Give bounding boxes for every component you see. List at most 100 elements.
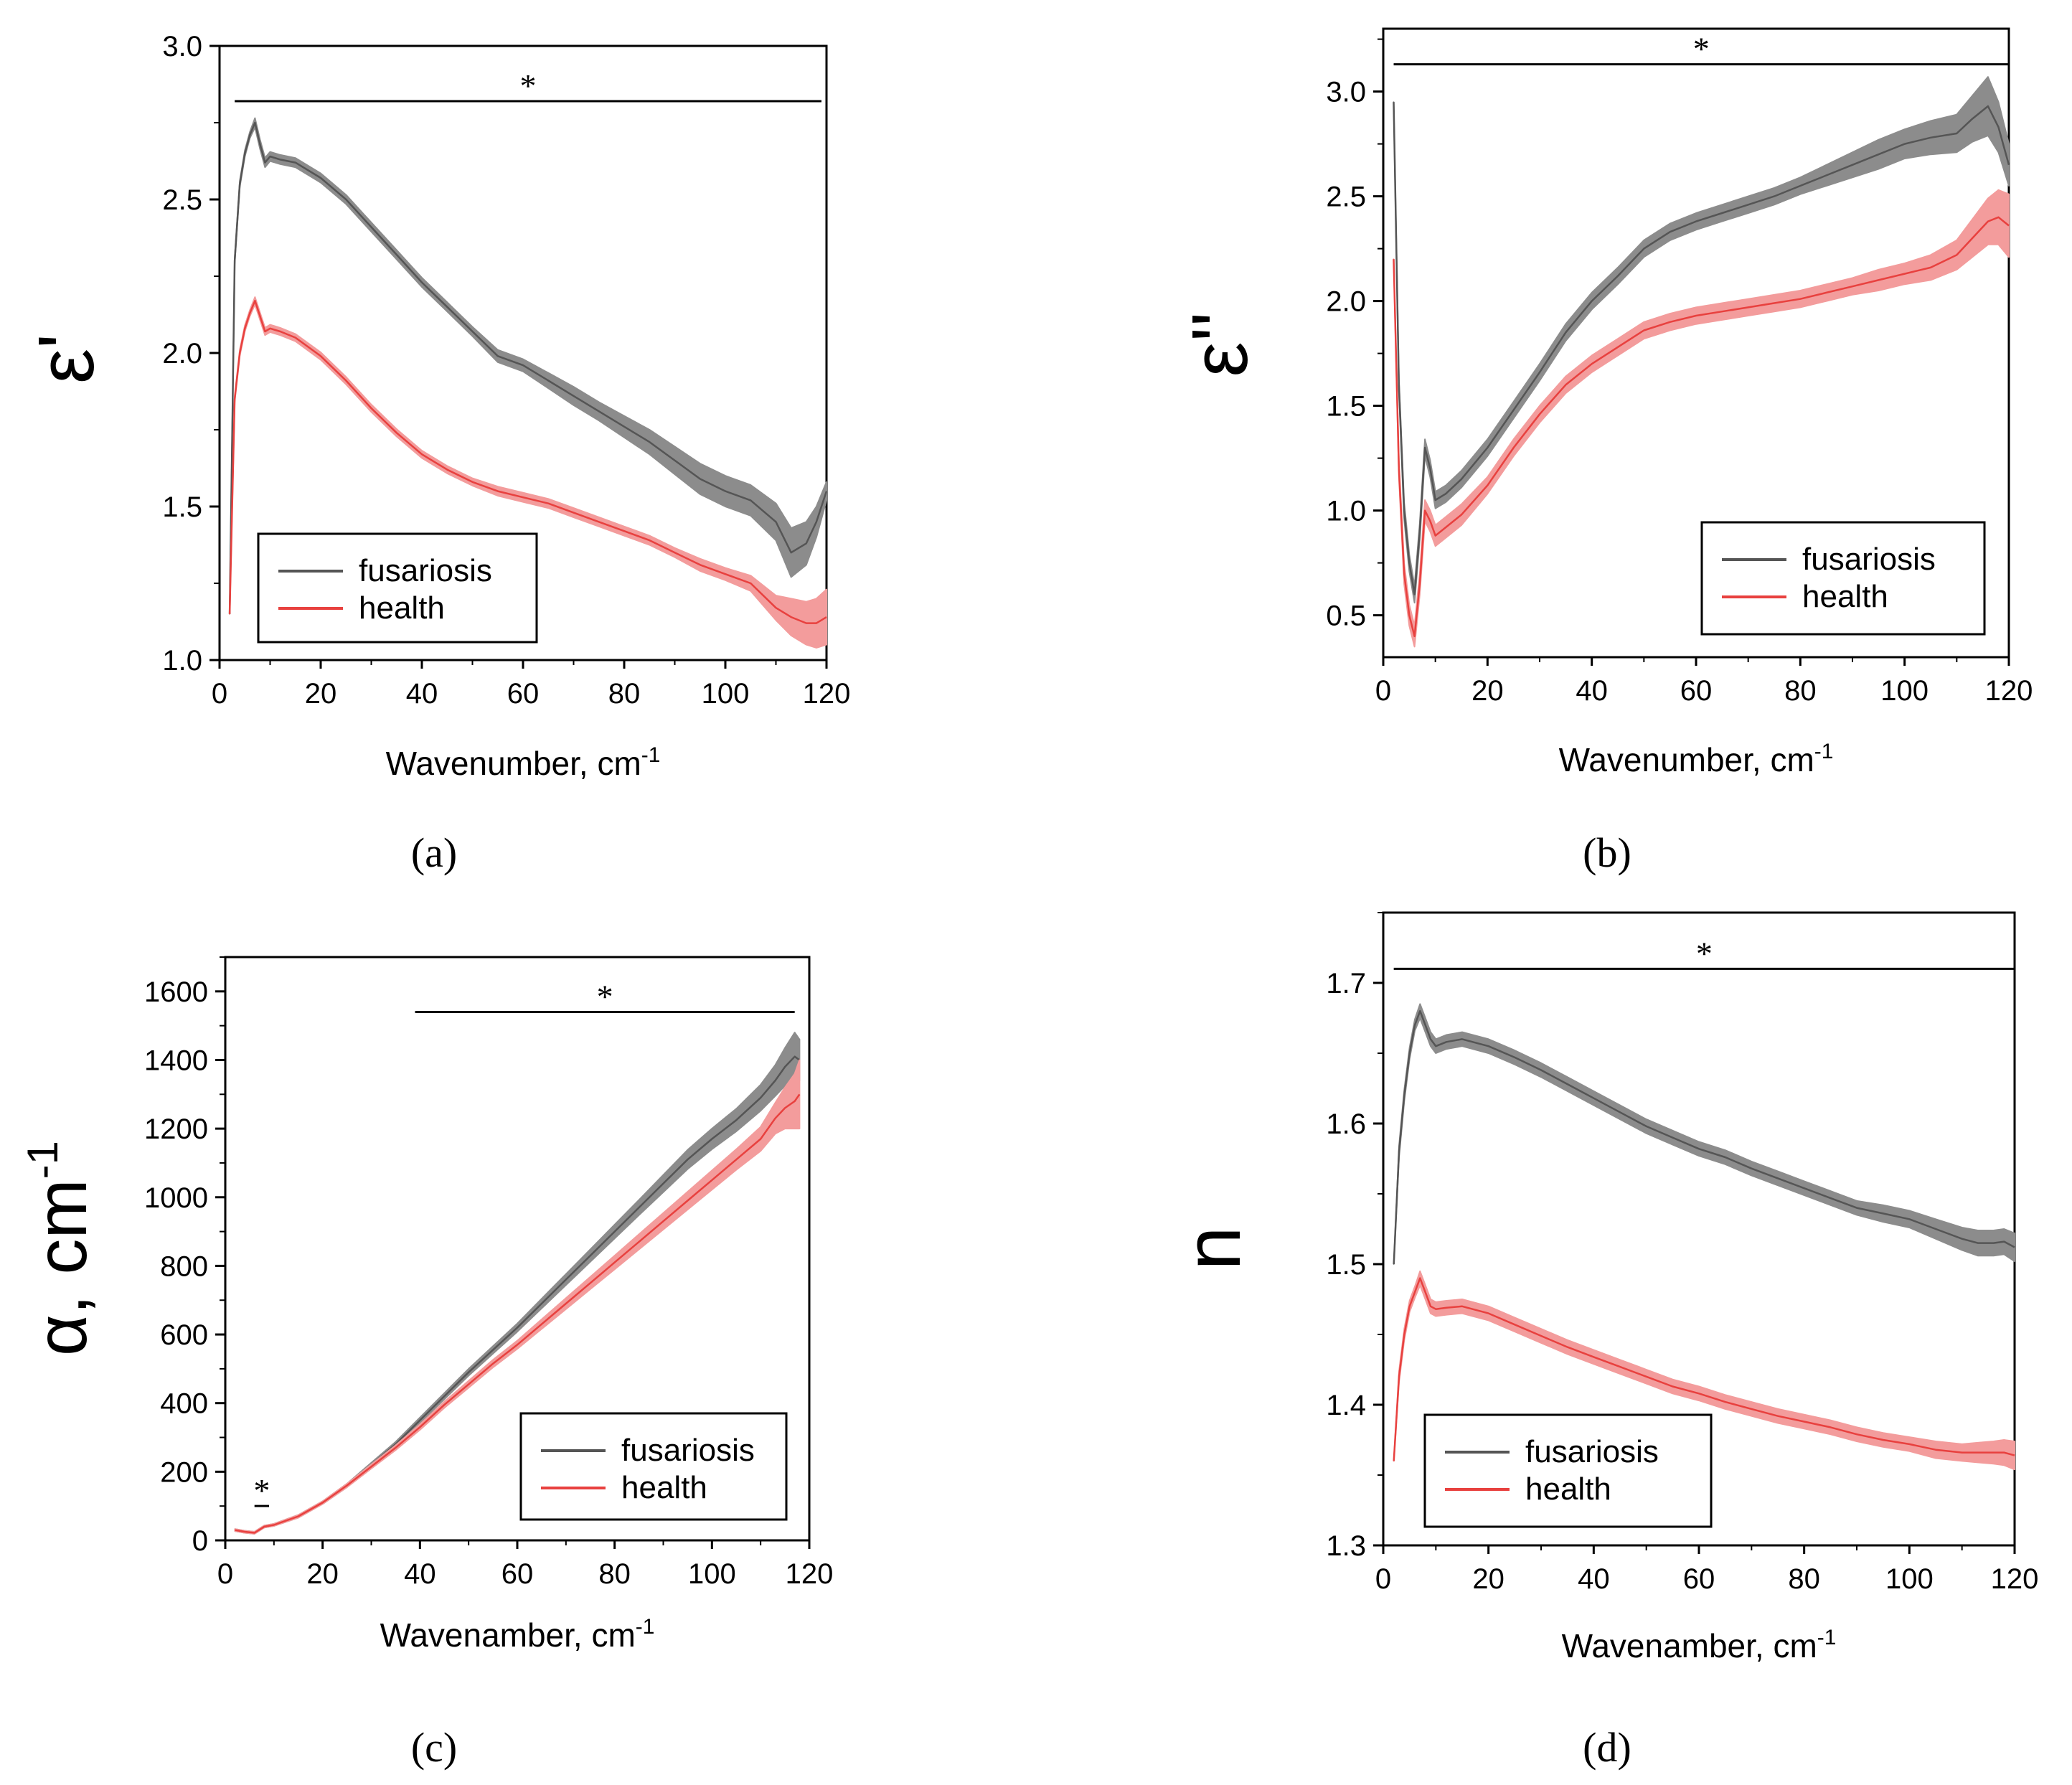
legend-box: [519, 1412, 788, 1521]
y-axis-label: ε': [22, 334, 110, 384]
x-axis-label-text: Wavenumber, cm: [386, 745, 641, 782]
y-tick-label: 1.4: [1326, 1390, 1366, 1421]
series-line-health: [1393, 1277, 2015, 1461]
legend-label-health: health: [359, 590, 445, 626]
y-tick-label: 1200: [144, 1113, 208, 1145]
legend-label-fusariosis: fusariosis: [1802, 542, 1936, 577]
significance-marker: *: [253, 1472, 270, 1509]
x-axis-label: Wavenamber, cm-1: [380, 1615, 655, 1654]
y-tick-label: 2.0: [1326, 286, 1366, 318]
series-band-fusariosis: [1393, 1003, 2015, 1265]
significance-marker: *: [520, 67, 537, 104]
chart-a: 0 20 40 60 80 100 120 1.0 1.5 2.0 2.5 3.0 * fusariosi…: [22, 31, 850, 876]
series-line-fusariosis: [228, 121, 828, 614]
x-tick-label: 100: [688, 1558, 736, 1590]
series-line-fusariosis: [1393, 1009, 2015, 1265]
y-tick-label: 1.5: [1326, 391, 1366, 423]
x-axis-label-superscript: -1: [641, 743, 661, 767]
y-tick-label: 1.5: [1326, 1249, 1366, 1281]
y-tick-label: 0: [192, 1525, 208, 1557]
x-tick-label: 40: [1578, 1563, 1610, 1595]
x-tick-label: 120: [1985, 675, 2033, 707]
legend-label-fusariosis: fusariosis: [1525, 1434, 1659, 1469]
y-tick-label: 200: [160, 1456, 208, 1488]
legend-box: [1423, 1413, 1713, 1528]
significance-marker: *: [597, 979, 613, 1015]
panel-label-b: (b): [1583, 829, 1631, 876]
x-axis-label-text: Wavenamber, cm: [1562, 1627, 1817, 1664]
chart-d: 0 20 40 60 80 100 120 1.3 1.4 1.5 1.6 1.7 * fusariosi…: [1169, 911, 2039, 1771]
legend-label-fusariosis: fusariosis: [621, 1433, 755, 1468]
x-tick-label: 20: [1472, 1563, 1504, 1595]
x-tick-label: 120: [786, 1558, 834, 1590]
x-tick-label: 60: [501, 1558, 534, 1590]
x-tick-label: 60: [1683, 1563, 1715, 1595]
y-tick-label: 1.0: [162, 645, 202, 677]
x-tick-label: 60: [507, 678, 540, 710]
x-tick-label: 100: [1880, 675, 1929, 707]
x-axis-label-text: Wavenumber, cm: [1559, 741, 1814, 778]
y-tick-label: 2.5: [162, 184, 202, 216]
x-axis-label: Wavenumber, cm-1: [386, 743, 661, 782]
y-axis-label-text: ε': [22, 334, 110, 384]
x-axis-label-text: Wavenamber, cm: [380, 1616, 636, 1654]
x-axis-label-superscript: -1: [1814, 740, 1834, 763]
x-tick-label: 60: [1680, 675, 1713, 707]
y-tick-label: 3.0: [1326, 77, 1366, 108]
y-tick-label: 1000: [144, 1182, 208, 1214]
series-line-fusariosis: [1393, 102, 2010, 595]
y-axis-label-text: n: [1169, 1226, 1257, 1270]
significance-marker: *: [1693, 31, 1710, 67]
legend-label-health: health: [1802, 579, 1888, 614]
chart-c: 0 20 40 60 80 100 1200200400600800100012001400…: [19, 956, 834, 1771]
y-axis-label-text: α, cm: [22, 1179, 102, 1356]
legend-label-health: health: [1525, 1471, 1611, 1507]
y-tick-label: 0.5: [1326, 601, 1366, 632]
x-tick-label: 20: [306, 1558, 339, 1590]
x-tick-label: 20: [1471, 675, 1504, 707]
series-line-health: [1393, 216, 2010, 638]
legend-box: [257, 532, 538, 644]
panel-label-d: (d): [1583, 1724, 1631, 1771]
x-axis-label-superscript: -1: [636, 1615, 655, 1639]
legend-label-fusariosis: fusariosis: [359, 553, 492, 588]
y-axis-label: n: [1169, 1226, 1257, 1270]
series-line-health: [228, 299, 827, 624]
x-tick-label: 0: [217, 1558, 233, 1590]
y-tick-label: 600: [160, 1319, 208, 1351]
y-tick-label: 2.0: [162, 338, 202, 369]
legend-label-health: health: [621, 1470, 707, 1505]
x-tick-label: 100: [702, 678, 750, 710]
x-tick-label: 0: [1375, 675, 1391, 707]
y-axis-label-text: ε'': [1176, 311, 1264, 377]
y-axis-label-superscript: -1: [19, 1141, 67, 1179]
significance-marker: *: [1696, 935, 1713, 971]
x-tick-label: 80: [1784, 675, 1817, 707]
y-axis-label: ε'': [1176, 311, 1264, 377]
y-tick-label: 3.0: [162, 31, 202, 62]
y-tick-label: 1600: [144, 976, 208, 1008]
y-tick-label: 1.3: [1326, 1530, 1366, 1562]
y-tick-label: 2.5: [1326, 182, 1366, 213]
y-tick-label: 1.0: [1326, 496, 1366, 527]
x-tick-label: 120: [1991, 1563, 2039, 1595]
chart-b: 0 20 40 60 80 100 120 0.5 1.0 1.5 2.0 2.5 3.0 * fusari…: [1176, 27, 2033, 876]
panel-label-a: (a): [411, 829, 457, 876]
series-band-health: [234, 1059, 801, 1535]
y-tick-label: 1.7: [1326, 968, 1366, 999]
legend-box: [1700, 521, 1986, 636]
y-axis-label: α, cm-1: [19, 1141, 102, 1356]
y-tick-label: 800: [160, 1251, 208, 1282]
x-tick-label: 80: [1788, 1563, 1820, 1595]
series-line-health: [235, 1093, 801, 1534]
x-tick-label: 120: [803, 678, 851, 710]
x-tick-label: 100: [1885, 1563, 1934, 1595]
x-tick-label: 0: [212, 678, 227, 710]
x-tick-label: 80: [608, 678, 641, 710]
x-tick-label: 0: [1375, 1563, 1391, 1595]
